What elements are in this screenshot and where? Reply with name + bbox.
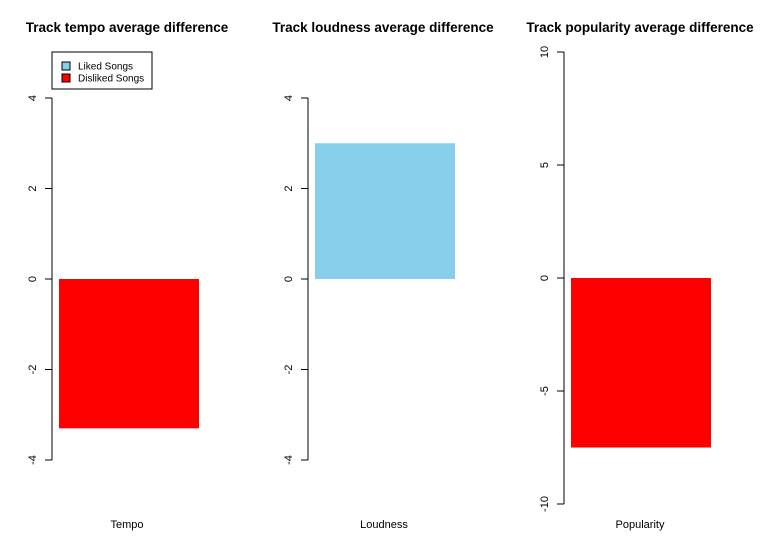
y-tick-label: 4 [27,95,39,101]
y-tick-label: 0 [283,276,295,282]
chart-title: Track popularity average difference [526,20,754,35]
x-category-label: Loudness [360,519,408,531]
legend-label: Disliked Songs [78,74,144,85]
chart-panel-tempo: Track tempo average difference -4 -2 0 2 4 Tem… [26,20,229,531]
legend-swatch [61,61,71,71]
bar-tempo [59,279,199,429]
y-tick-label: -5 [539,386,551,396]
y-tick-label: 5 [539,162,551,168]
chart-title: Track tempo average difference [26,20,229,35]
x-category-label: Popularity [616,519,665,531]
y-tick-label: 2 [283,185,295,191]
bar-loudness [315,143,455,279]
chart-panel-loudness: Track loudness average difference -4 -2 0 2 4… [272,20,494,531]
y-tick-label: 10 [539,46,551,58]
legend-swatch [61,73,71,83]
y-tick-label: -10 [539,496,551,512]
y-tick-label: -2 [27,365,39,375]
y-tick-label: -2 [283,365,295,375]
y-tick-label: 4 [283,95,295,101]
bar-popularity [571,278,711,448]
y-tick-label: -4 [283,455,295,465]
y-tick-label: 2 [27,185,39,191]
chart-panel-popularity: Track popularity average difference -10 -5… [526,20,754,531]
chart-title: Track loudness average difference [272,20,494,35]
y-tick-label: 0 [27,276,39,282]
y-tick-label: -4 [27,455,39,465]
legend-label: Liked Songs [78,62,133,73]
y-tick-label: 0 [539,275,551,281]
x-category-label: Tempo [110,519,143,531]
